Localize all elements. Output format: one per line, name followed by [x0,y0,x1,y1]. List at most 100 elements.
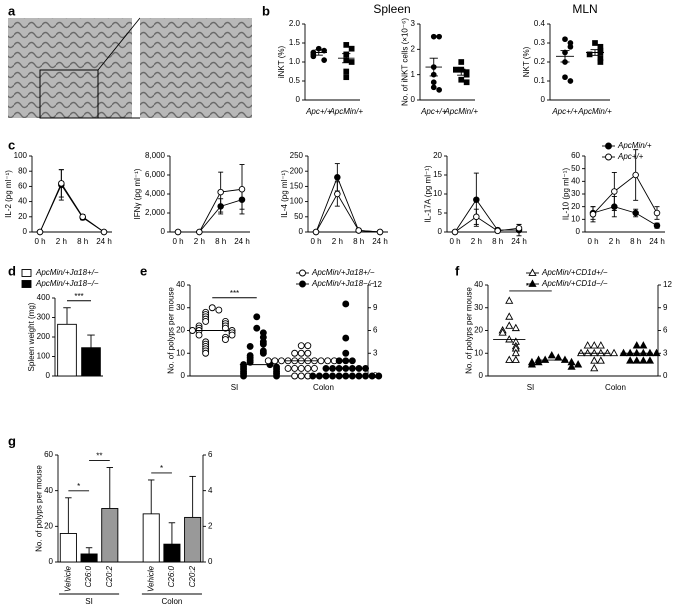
marker [321,57,328,63]
y-tick-label: 0 [161,227,166,236]
legend-label: Apc+/+ [617,152,644,161]
marker [574,360,583,368]
x-tick-label: 24 h [649,237,665,246]
series-line [454,216,520,233]
marker [297,364,305,372]
y-tick-label: 40 [474,280,483,289]
marker [473,213,480,221]
marker [196,228,203,236]
panel-label: g [8,433,16,448]
y-tick-label: 0 [541,95,546,104]
marker [348,357,356,365]
marker [586,51,593,58]
section-header: Spleen [373,2,410,16]
marker [202,317,210,325]
marker [626,348,635,357]
x-tick-label: 0 h [449,237,460,246]
y-tick-label: 6 [663,326,668,335]
marker [311,364,318,372]
marker [310,53,317,60]
y-tick-label: 250 [290,151,304,160]
y-tick-label: 9 [663,303,668,312]
series-line [592,174,658,215]
marker [343,68,350,75]
x-tick-label: Apc+/+ [551,107,578,116]
marker [36,228,44,236]
marker [273,372,280,380]
marker [215,306,223,314]
x-tick-label: 8 h [353,237,364,246]
marker [291,372,299,380]
y-tick-label: 1.5 [289,38,301,47]
y-axis-label: No. of polyps per mouse [34,465,43,552]
marker [494,227,501,235]
significance-label: * [77,482,80,491]
y-tick-label: 10 [474,348,483,357]
y-tick-label: 15 [433,170,442,179]
marker [322,372,330,380]
marker [505,296,514,304]
y-tick-label: 30 [474,303,483,312]
x-tick-label: ApcMin/+ [577,107,612,116]
bar [57,323,77,377]
x-tick-label: Apc+/+ [305,107,332,116]
y-tick-label: 8,000 [145,151,166,160]
marker [291,349,299,357]
significance-label: *** [74,292,83,301]
x-tick-label: 0 h [587,237,598,246]
y-tick-label: 0 [181,371,186,380]
marker [253,324,261,332]
y-tick-label: 0 [23,227,28,236]
marker [453,66,459,73]
marker [511,323,520,332]
x-tick-label: 0 h [310,237,321,246]
marker [342,300,350,308]
y-tick-label: 2.0 [289,19,301,28]
zoom-line [97,17,141,71]
marker [567,362,576,370]
y-tick-label: 10 [571,214,580,223]
marker [590,363,599,372]
marker [291,364,299,372]
x-tick-label: 2 h [194,237,205,246]
bar [80,553,98,563]
x-tick-label: SI [527,383,535,392]
marker [603,348,612,357]
y-tick-label: 9 [373,303,378,312]
y-tick-label: 50 [294,212,303,221]
y-axis-label: IL-4 (pg ml⁻¹) [280,170,289,218]
bar [101,508,119,563]
y-tick-label: 150 [290,182,304,191]
legend-swatch [21,269,32,277]
marker [278,357,285,365]
y-tick-label: 20 [176,326,185,335]
y-axis-label: IFNγ (pg ml⁻¹) [133,168,142,219]
micrograph-high [140,18,252,118]
bar [142,513,160,563]
y-tick-label: 40 [176,280,185,289]
y-tick-label: 6,000 [145,170,166,179]
y-axis-label: No. of iNKT cells (×10⁻⁶) [401,18,410,106]
marker [562,36,568,43]
marker [342,372,350,380]
marker [317,357,325,365]
y-tick-label: 20 [433,151,442,160]
y-tick-label: 12 [373,280,382,289]
y-tick-label: 1 [411,70,416,79]
marker [498,328,507,336]
y-axis-label: Spleen weight (mg) [27,302,36,371]
y-tick-label: 12 [663,280,672,289]
legend-label: ApcMin/+Jα18+/− [35,268,99,277]
y-tick-label: 20 [18,212,27,221]
marker [324,357,332,365]
marker [322,364,330,372]
legend-label: ApcMin/+ [617,141,652,150]
x-tick-label: 0 h [172,237,183,246]
marker [348,45,355,52]
y-tick-label: 0 [576,227,581,236]
y-tick-label: 0 [663,371,668,380]
y-tick-label: 30 [176,303,185,312]
marker [343,42,350,48]
x-tick-label: 8 h [215,237,226,246]
